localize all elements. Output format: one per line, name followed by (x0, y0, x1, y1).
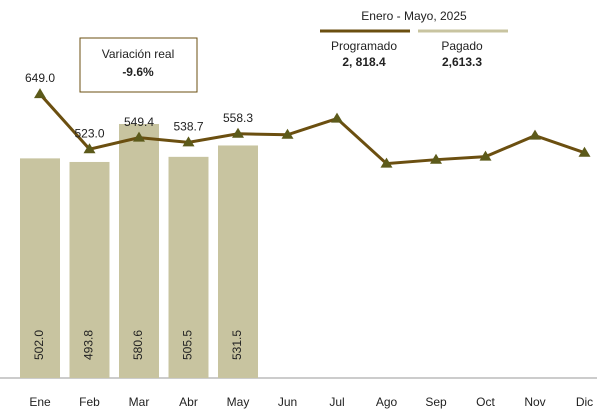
line-value-label: 549.4 (124, 115, 154, 129)
line-marker (182, 136, 195, 147)
bar-value-label: 531.5 (230, 330, 244, 360)
legend-label: Programado (331, 39, 397, 53)
x-tick-label: Sep (425, 395, 447, 409)
bar (20, 158, 60, 378)
line-marker (281, 128, 294, 139)
legend-label: Pagado (441, 39, 483, 53)
line-marker (232, 127, 244, 138)
legend-total: 2, 818.4 (342, 55, 386, 69)
annotation-box (79, 37, 198, 93)
line-value-label: 649.0 (25, 71, 55, 85)
x-tick-label: May (227, 395, 250, 409)
legend-title: Enero - Mayo, 2025 (361, 9, 467, 23)
bar-value-label: 502.0 (32, 330, 46, 360)
annotation-title: Variación real (102, 47, 174, 61)
line-value-label: 523.0 (74, 126, 104, 140)
x-tick-label: Nov (524, 395, 545, 409)
x-tick-label: Jun (278, 395, 297, 409)
line-value-label: 558.3 (223, 111, 253, 125)
line-marker (133, 131, 145, 142)
line-value-label: 538.7 (173, 119, 203, 133)
line-marker (479, 150, 492, 161)
line-marker (380, 157, 393, 168)
line-marker (430, 153, 442, 164)
annotation-value: -9.6% (122, 65, 154, 79)
x-tick-label: Abr (179, 395, 198, 409)
x-tick-label: Dic (576, 395, 593, 409)
x-tick-label: Jul (329, 395, 344, 409)
bar (168, 156, 209, 378)
x-tick-label: Ago (376, 395, 398, 409)
bar-value-label: 580.6 (131, 330, 145, 360)
line-marker (331, 112, 343, 123)
bar-value-label: 505.5 (181, 330, 195, 360)
line-marker (83, 143, 96, 154)
bar-value-label: 493.8 (82, 330, 96, 360)
bar (218, 145, 258, 378)
bar (69, 161, 110, 378)
x-tick-label: Mar (129, 395, 150, 409)
x-tick-label: Ene (29, 395, 51, 409)
line-marker (529, 129, 541, 140)
line-marker (34, 88, 46, 99)
legend-total: 2,613.3 (442, 55, 482, 69)
x-tick-label: Oct (476, 395, 495, 409)
line (38, 93, 585, 166)
line-marker (578, 146, 591, 157)
bar (119, 123, 159, 378)
x-tick-label: Feb (79, 395, 100, 409)
